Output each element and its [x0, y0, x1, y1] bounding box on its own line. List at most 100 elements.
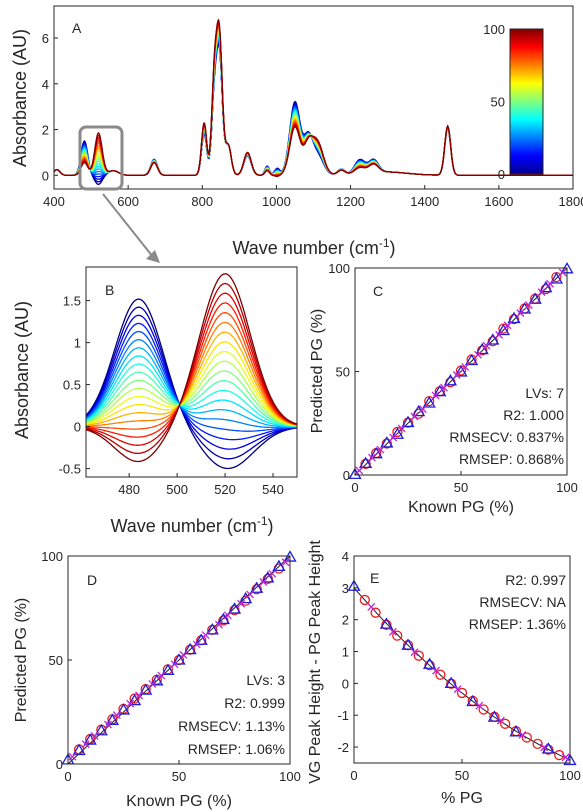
- panel-d-x-tick-label: 100: [279, 769, 301, 784]
- panel-a-x-tick-label: 1000: [262, 194, 291, 209]
- panel-c-x-marker: [503, 321, 512, 330]
- panel-b-y-ticks: -0.5 0 0.5 1 1.5: [59, 294, 90, 477]
- panel-d-x-marker: [223, 611, 232, 620]
- panel-e-triangle-marker: [422, 657, 437, 669]
- panel-c-x-marker: [440, 383, 448, 392]
- zoom-arrow-head: [146, 250, 160, 263]
- panel-c-x-marker: [516, 309, 525, 318]
- panel-a-colorbar-ticks: 0 50 100: [483, 22, 505, 182]
- panel-a-spectrum-line: [53, 18, 573, 177]
- panel-c-y-tick-label: 100: [328, 261, 350, 276]
- panel-b-spectrum-line: [86, 341, 297, 427]
- panel-e-y-tick-label: 0: [342, 676, 349, 691]
- panel-b-y-tick-label: 1: [74, 336, 81, 351]
- panel-c-circle-marker: [508, 313, 520, 325]
- panel-e-y-tick-label: 2: [342, 613, 349, 628]
- panel-d-y-tick-label: 50: [49, 653, 63, 668]
- panel-d: 0 50 100 0 50 100 Known PG (%) Predicted PG …: [13, 549, 301, 810]
- panel-c-triangle-marker: [454, 365, 468, 377]
- panel-b-spectrum-line: [86, 371, 297, 427]
- panel-a-spectrum-line: [53, 39, 573, 180]
- panel-c-y-tick-label: 50: [336, 365, 350, 380]
- panel-d-triangle-marker: [227, 602, 242, 614]
- panel-b-spectrum-line: [86, 350, 297, 427]
- panel-d-x-marker: [135, 691, 143, 700]
- panel-d-triangle-marker: [172, 653, 186, 665]
- panel-c-x-marker: [546, 279, 554, 288]
- panel-e-circle-marker: [424, 660, 435, 671]
- panel-b: 480 500 520 540 -0.5 0 0.5 1 1.5 Wave number (c…: [12, 266, 298, 536]
- panel-c-x-marker: [495, 330, 504, 339]
- panel-c-x-tick-label: 50: [454, 480, 468, 495]
- panel-e-x-tick-label: 0: [350, 768, 357, 783]
- panel-c-x-marker: [537, 288, 546, 297]
- panel-c-triangle-marker: [464, 353, 479, 366]
- panel-d-y-ticks: 0 50 100: [41, 549, 72, 772]
- panel-d-stat-line: R2: 0.999: [224, 695, 285, 711]
- panel-c-x-marker: [410, 412, 419, 421]
- panel-a-colorbar-tick-label: 50: [491, 95, 505, 110]
- panel-c-triangle-marker: [401, 415, 415, 428]
- panel-b-spectrum-line: [86, 321, 297, 427]
- panel-e-x-marker: [540, 743, 549, 752]
- panel-c: 0 50 100 0 50 100 Known PG (%) Predicted PG …: [309, 261, 578, 516]
- panel-c-x-marker: [474, 350, 482, 359]
- panel-b-spectrum-line: [86, 298, 297, 470]
- panel-e-x-marker: [432, 666, 441, 675]
- panel-c-x-marker: [524, 301, 533, 310]
- panel-a-y-tick-label: 2: [42, 123, 49, 138]
- panel-d-stat-line: LVs: 3: [246, 672, 285, 688]
- panel-b-y-label: Absorbance (AU): [12, 301, 32, 439]
- zoom-arrow-line: [102, 193, 154, 258]
- panel-b-y-tick-label: -0.5: [59, 462, 81, 477]
- panel-a-y-label: Absorbance (AU): [10, 29, 30, 167]
- panel-c-triangle-marker: [358, 456, 373, 469]
- panel-d-x-marker: [157, 671, 166, 680]
- panel-b-spectrum-line: [86, 282, 297, 455]
- panel-c-circle-marker: [381, 438, 392, 449]
- panel-c-triangle-marker: [369, 446, 383, 459]
- panel-c-x-marker: [482, 341, 491, 350]
- panel-e-circle-marker: [413, 650, 424, 661]
- panel-b-lines: [86, 273, 297, 470]
- panel-e-triangle-marker: [509, 724, 523, 737]
- panel-d-triangle-marker: [127, 693, 142, 706]
- panel-c-x-label: Known PG (%): [408, 499, 514, 516]
- panel-a-y-tick-label: 4: [42, 77, 49, 92]
- panel-d-triangle-marker: [105, 713, 120, 725]
- panel-e-x-marker: [561, 753, 570, 762]
- panel-d-x-tick-label: 0: [64, 769, 71, 784]
- panel-a-spectra: [53, 18, 573, 185]
- panel-e-letter: E: [370, 570, 379, 586]
- panel-e-stat-line: RMSEP: 1.36%: [469, 616, 566, 632]
- panel-e-stat-line: R2: 0.997: [505, 572, 566, 588]
- panel-e-x-marker: [475, 701, 484, 710]
- panel-e-circle-marker: [478, 704, 489, 715]
- panel-c-triangle-marker: [390, 427, 405, 439]
- panel-e-y-tick-label: 3: [342, 581, 349, 596]
- panel-b-spectrum-line: [86, 347, 297, 428]
- panel-b-spectrum-line: [86, 360, 297, 427]
- panel-b-frame: [85, 266, 298, 478]
- panel-e-x-marker: [518, 731, 527, 739]
- panel-c-triangle-marker: [528, 292, 542, 304]
- panel-a-x-label: Wave number (cm-1): [232, 236, 395, 258]
- panel-b-spectrum-line: [86, 370, 297, 427]
- panel-c-x-marker: [355, 466, 364, 475]
- panel-b-spectrum-line: [86, 339, 297, 429]
- panel-e-circle-marker: [359, 594, 370, 606]
- panel-e-x-marker: [367, 602, 376, 611]
- panel-c-triangle-marker: [348, 467, 362, 480]
- panel-c-y-tick-label: 0: [343, 468, 350, 483]
- panel-c-triangle-marker: [496, 323, 511, 336]
- panel-d-y-tick-label: 0: [56, 757, 63, 772]
- panel-c-x-marker: [558, 268, 567, 277]
- panel-d-y-tick-label: 100: [41, 549, 63, 564]
- panel-d-triangle-marker: [116, 703, 131, 715]
- panel-d-triangle-marker: [194, 633, 208, 645]
- panel-e-circle-marker: [532, 738, 543, 750]
- panel-d-x-marker: [192, 640, 201, 649]
